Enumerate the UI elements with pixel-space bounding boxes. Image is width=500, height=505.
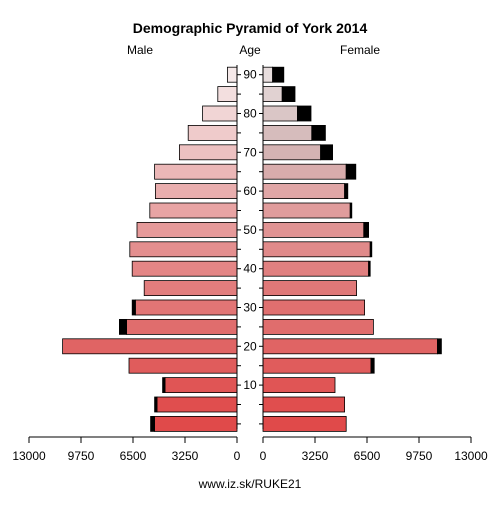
male-bar [143,280,238,297]
female-bar [262,163,347,180]
female-bar [262,338,438,355]
axes-group: 10 20 30 40 50 60 70 80 90 13000 9750 6500 3250 0 0 325… [12,65,488,463]
female-extra-bar [349,202,353,219]
female-bar [262,144,321,161]
female-extra-bar [320,144,334,161]
male-bar [126,318,238,335]
female-bar [262,221,365,238]
male-x-tick-label: 6500 [120,449,147,463]
age-tick-label: 40 [243,262,257,276]
female-extra-bar [369,241,373,258]
female-extra-bar [311,125,326,141]
male-bar [164,377,238,394]
bars-group [62,66,442,432]
female-bar [262,125,313,141]
male-bar [128,357,238,374]
male-bar [226,66,238,83]
male-x-tick-label: 9750 [68,449,95,463]
male-bar [154,163,238,180]
female-extra-bar [344,183,349,200]
female-bar [262,299,365,316]
male-extra-bar [119,318,128,335]
female-bar [262,86,283,102]
female-bar [262,396,345,413]
female-bar [262,318,374,335]
female-bar [262,377,336,394]
female-extra-bar [370,357,375,374]
male-bar [62,338,238,355]
male-bar [178,144,238,161]
female-bar [262,415,347,432]
female-bar [262,202,351,219]
age-label: Age [239,43,261,57]
female-label: Female [340,43,380,57]
male-bar [187,125,238,141]
female-extra-bar [272,66,285,83]
female-x-tick-label: 13000 [454,449,488,463]
female-extra-bar [345,163,357,180]
male-bar [149,202,238,219]
male-bar [156,396,238,413]
age-tick-label: 20 [243,339,257,353]
male-bar [136,221,238,238]
age-tick-label: 90 [243,68,257,82]
male-bar [131,260,238,277]
age-tick-label: 30 [243,301,257,315]
male-bar [217,86,238,102]
male-x-tick-label: 13000 [12,449,46,463]
female-bar [262,66,274,83]
female-bar [262,260,369,277]
female-extra-bar [368,260,371,277]
female-extra-bar [436,338,442,355]
female-bar [262,357,372,374]
age-tick-label: 70 [243,145,257,159]
male-bar [129,241,238,258]
male-x-tick-label: 3250 [172,449,199,463]
female-x-tick-label: 0 [260,449,267,463]
male-bar [202,105,238,122]
female-bar [262,183,345,200]
age-tick-label: 10 [243,378,257,392]
female-x-tick-label: 9750 [406,449,433,463]
male-bar [154,415,238,432]
female-x-tick-label: 3250 [302,449,329,463]
male-extra-bar [162,377,166,394]
female-extra-bar [296,105,312,122]
age-tick-label: 50 [243,223,257,237]
female-bar [262,105,298,122]
female-x-tick-label: 6500 [354,449,381,463]
male-x-tick-label: 0 [234,449,241,463]
male-extra-bar [150,415,156,432]
age-tick-label: 60 [243,184,257,198]
female-bar [262,280,357,297]
male-bar [154,183,238,200]
male-extra-bar [154,396,158,413]
footer-url: www.iz.sk/RUKE21 [198,477,302,491]
female-extra-bar [363,221,369,238]
female-extra-bar [281,86,296,102]
age-tick-label: 80 [243,107,257,121]
male-extra-bar [131,299,136,316]
female-bar [262,241,371,258]
male-label: Male [127,43,153,57]
male-bar [134,299,238,316]
chart-title: Demographic Pyramid of York 2014 [133,20,368,36]
